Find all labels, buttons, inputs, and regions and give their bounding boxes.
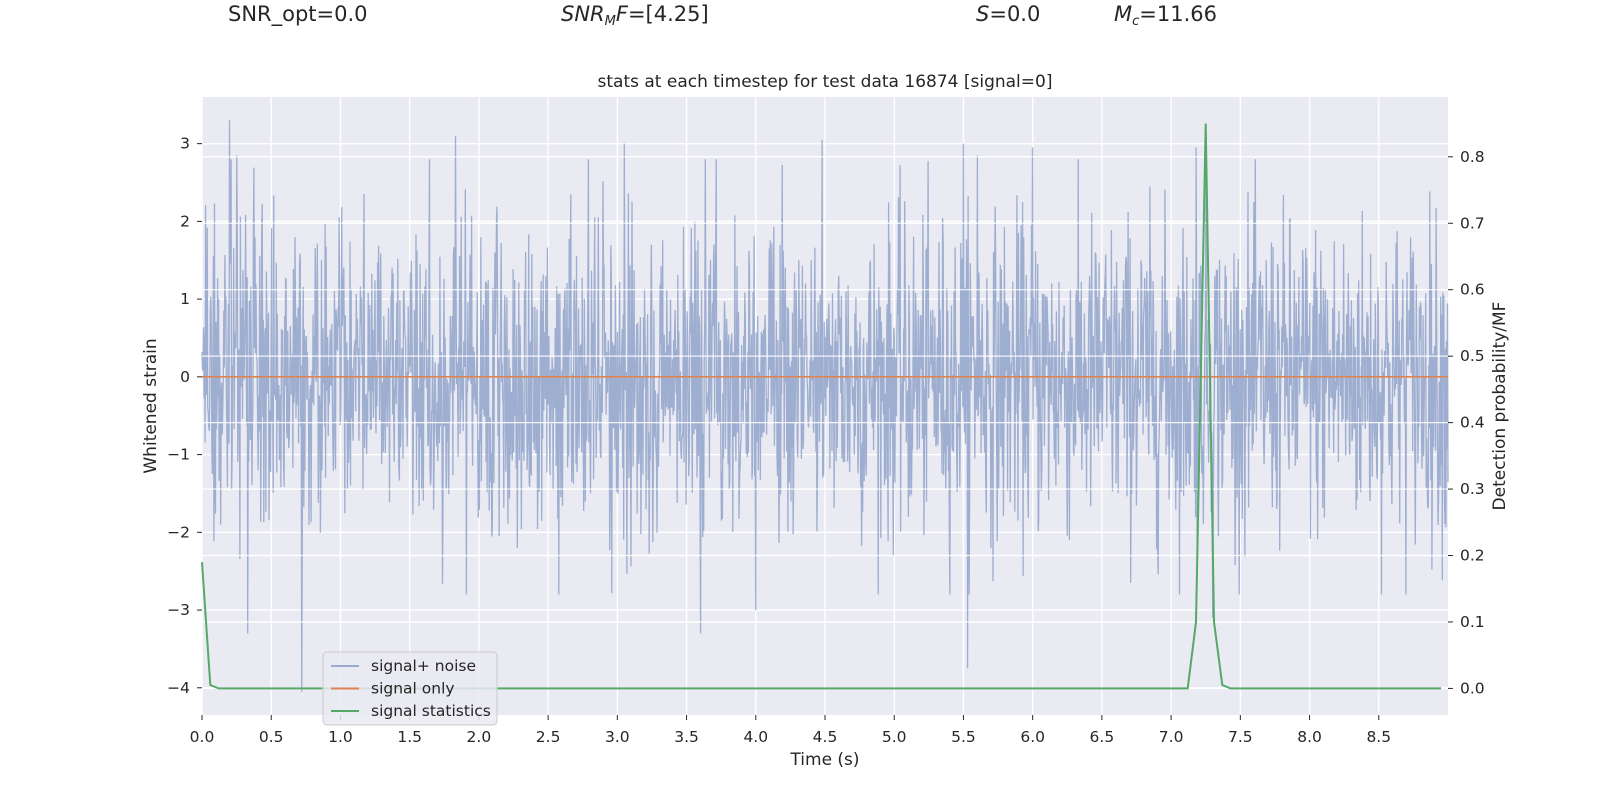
x-tick-label: 4.5 xyxy=(813,728,838,746)
y-tick-label: −3 xyxy=(167,601,190,619)
y2-tick-label: 0.1 xyxy=(1460,613,1485,631)
x-tick-label: 2.5 xyxy=(536,728,561,746)
axes: 0.0 0.5 1.0 1.5 2.0 2.5 3.0 3.5 4.0 4.5 5.0 5.5 6.0 6… xyxy=(167,135,1485,746)
noise-line xyxy=(201,120,1449,692)
chirp-mass-label: Mc=11.66 xyxy=(1114,2,1217,29)
y2-tick-label: 0.7 xyxy=(1460,214,1485,232)
y-axis-label: Whitened strain xyxy=(141,338,161,473)
x-tick-label: 7.0 xyxy=(1159,728,1184,746)
x-tick-label: 0.0 xyxy=(190,728,215,746)
x-tick-label: 1.5 xyxy=(397,728,422,746)
mc-symbol: M xyxy=(1114,2,1133,26)
mc-value: =11.66 xyxy=(1139,2,1217,26)
s-symbol: S xyxy=(976,2,990,26)
legend-box xyxy=(322,651,498,726)
x-tick-label: 8.0 xyxy=(1297,728,1322,746)
x-tick-label: 8.5 xyxy=(1366,728,1391,746)
y2-tick-label: 0.6 xyxy=(1460,281,1485,299)
x-tick-label: 3.5 xyxy=(674,728,699,746)
s-stat-label: S=0.0 xyxy=(976,2,1040,26)
y2-tick-label: 0.3 xyxy=(1460,480,1485,498)
x-tick-label: 4.0 xyxy=(743,728,768,746)
y-tick-label: 0 xyxy=(180,368,190,386)
y-tick-label: 2 xyxy=(180,212,190,230)
x-tick-label: 7.5 xyxy=(1228,728,1253,746)
y2-tick-label: 0.2 xyxy=(1460,547,1485,565)
chart-title: stats at each timestep for test data 168… xyxy=(598,72,1053,92)
x-tick-label: 5.0 xyxy=(882,728,907,746)
y-tick-label: 1 xyxy=(180,290,190,308)
y2-axis-label: Detection probability/MF xyxy=(1490,302,1510,511)
snr-mf-tail: F xyxy=(615,2,628,26)
s-value: =0.0 xyxy=(989,2,1041,26)
series-lines xyxy=(201,123,1448,690)
x-tick-label: 6.0 xyxy=(1020,728,1045,746)
snr-opt-label: SNR_opt=0.0 xyxy=(228,2,368,26)
y-tick-label: −2 xyxy=(167,523,190,541)
y-tick-label: −1 xyxy=(167,446,190,464)
y2-tick-label: 0.4 xyxy=(1460,414,1485,432)
snr-mf-subscript: M xyxy=(604,14,616,29)
legend-entry: signal only xyxy=(371,680,455,698)
mc-subscript: c xyxy=(1132,14,1140,29)
x-axis-label: Time (s) xyxy=(789,750,859,770)
y2-tick-label: 0.8 xyxy=(1460,148,1485,166)
y2-tick-label: 0.5 xyxy=(1460,347,1485,365)
x-tick-label: 0.5 xyxy=(259,728,284,746)
x-tick-label: 3.0 xyxy=(605,728,630,746)
legend-entry: signal+ noise xyxy=(371,657,476,675)
legend: signal+ noise signal only signal statistic… xyxy=(322,651,498,726)
signal-statistics-line xyxy=(201,123,1442,690)
x-tick-label: 5.5 xyxy=(951,728,976,746)
snr-mf-value: =[4.25] xyxy=(627,2,709,26)
x-tick-label: 1.0 xyxy=(328,728,353,746)
y-tick-label: −4 xyxy=(167,679,190,697)
snr-mf-label: SNRMF=[4.25] xyxy=(561,2,709,29)
y2-tick-label: 0.0 xyxy=(1460,679,1485,697)
snr-mf-symbol: SNR xyxy=(561,2,605,26)
legend-entry: signal statistics xyxy=(371,702,491,720)
y-tick-label: 3 xyxy=(180,135,190,153)
x-tick-label: 2.0 xyxy=(467,728,492,746)
x-tick-label: 6.5 xyxy=(1090,728,1115,746)
